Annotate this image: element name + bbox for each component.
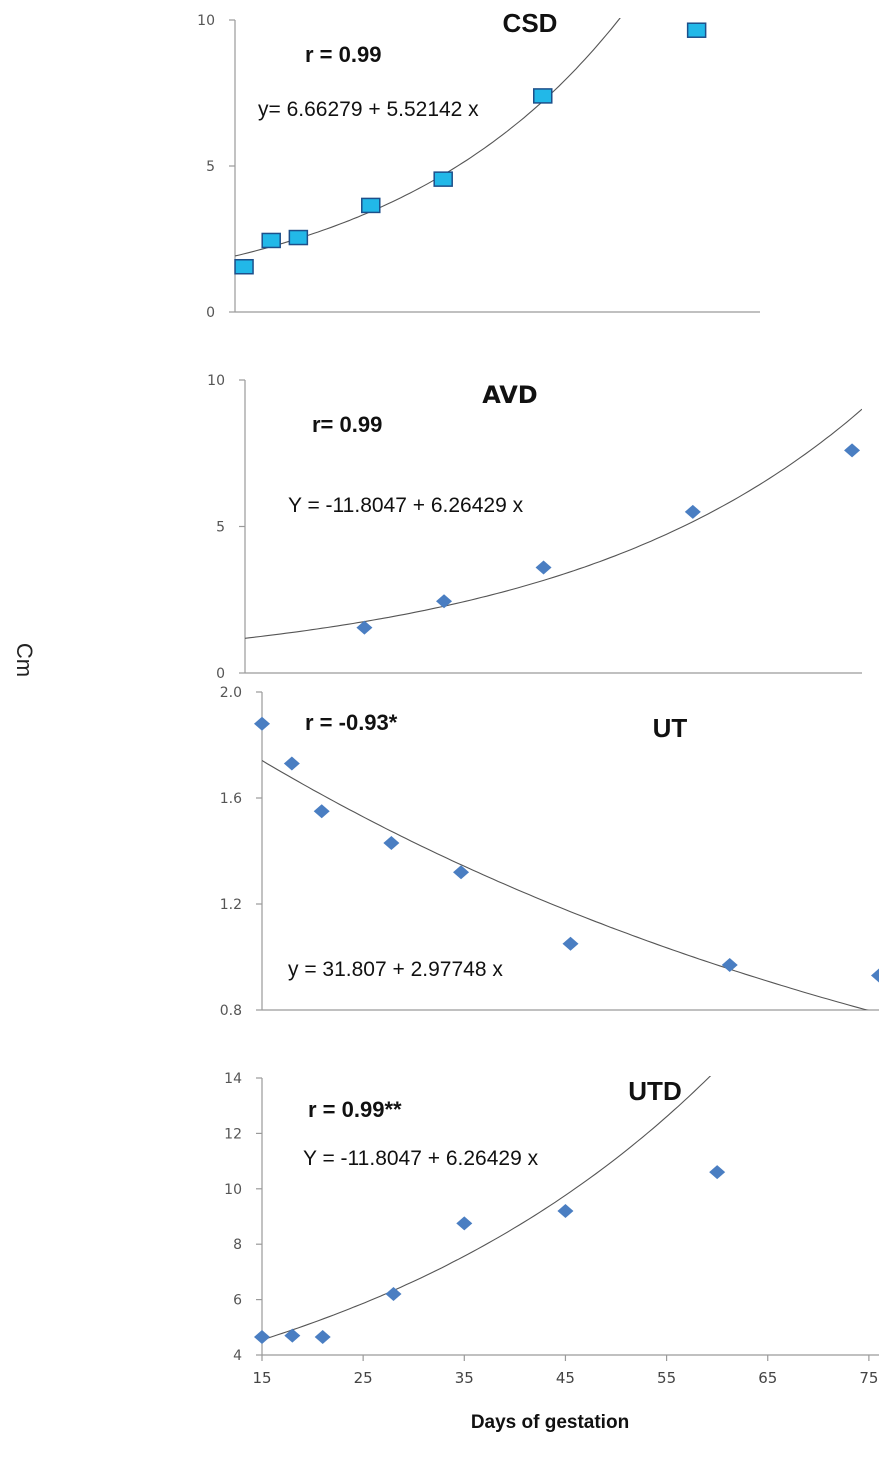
trend-line: [235, 18, 621, 257]
data-point: [356, 620, 373, 635]
y-tick-label: 5: [216, 520, 225, 536]
trend-line: [262, 760, 869, 1010]
y-tick-label: 10: [197, 13, 215, 29]
chart-csd: 0 5 10 CSD r = 0.99 y= 6.66279 + 5.52142 x: [197, 8, 760, 321]
data-point: [288, 229, 309, 246]
y-tick-label: 0: [216, 666, 225, 682]
data-point: [385, 1287, 402, 1302]
x-tick-label: 45: [556, 1369, 575, 1387]
equation-label: y= 6.66279 + 5.52142 x: [258, 98, 479, 121]
data-point: [254, 716, 270, 731]
data-point: [383, 836, 400, 851]
y-tick-label: 0: [206, 305, 215, 321]
y-tick-label: 8: [233, 1237, 242, 1253]
correlation-label: r = -0.93*: [305, 710, 398, 735]
y-tick-label: 4: [233, 1348, 242, 1364]
chart-avd: 0 5 10 AVD r= 0.99 Y = -11.8047 + 6.26429 x: [207, 373, 862, 682]
chart-ut: 0.8 1.2 1.6 2.0 UT r = -0.93* y = 31.807 + 2.9…: [220, 685, 879, 1019]
data-point: [456, 1216, 473, 1231]
data-point: [283, 756, 300, 771]
data-point: [557, 1203, 574, 1218]
x-tick-label: 75: [859, 1369, 878, 1387]
chart-title: UT: [653, 713, 688, 743]
y-tick-label: 0.8: [220, 1003, 242, 1019]
data-point: [254, 1329, 270, 1344]
y-tick-label: 10: [207, 373, 225, 389]
data-point: [709, 1165, 726, 1180]
data-point: [535, 560, 552, 575]
data-point: [844, 443, 861, 458]
y-tick-label: 5: [206, 159, 215, 175]
x-tick-label: 25: [354, 1369, 373, 1387]
data-point: [533, 88, 553, 104]
data-point: [234, 258, 254, 275]
y-tick-label: 12: [224, 1126, 242, 1142]
chart-title: UTD: [628, 1076, 681, 1106]
chart-utd: 4 6 8 10 12 14 15 25 35 45 55 65 75 UTD r = 0.99** Y = …: [224, 1071, 879, 1387]
x-tick-label: 35: [455, 1369, 474, 1387]
equation-label: Y = -11.8047 + 6.26429 x: [303, 1147, 539, 1170]
data-point: [284, 1328, 301, 1343]
trend-line: [245, 408, 862, 639]
y-tick-label: 14: [224, 1071, 242, 1087]
equation-label: Y = -11.8047 + 6.26429 x: [288, 494, 524, 517]
data-point: [686, 22, 707, 38]
data-point: [314, 1329, 331, 1344]
data-point: [261, 232, 281, 249]
data-point: [361, 197, 381, 214]
x-tick-label: 15: [252, 1369, 271, 1387]
data-point: [453, 865, 470, 880]
correlation-label: r = 0.99**: [308, 1097, 402, 1122]
global-y-axis-label: Cm: [12, 642, 37, 678]
x-tick-label: 55: [657, 1369, 676, 1387]
data-point: [871, 968, 879, 983]
data-point: [433, 171, 453, 187]
y-tick-label: 1.6: [220, 791, 242, 807]
data-point: [562, 936, 579, 951]
correlation-label: r= 0.99: [312, 412, 382, 437]
y-tick-label: 6: [233, 1293, 242, 1309]
chart-title: AVD: [482, 381, 537, 409]
data-point: [313, 804, 330, 819]
data-point: [721, 957, 738, 972]
y-tick-label: 1.2: [220, 897, 242, 913]
chart-title: CSD: [503, 8, 558, 38]
y-tick-label: 2.0: [220, 685, 242, 701]
data-point: [684, 504, 701, 519]
equation-label: y = 31.807 + 2.97748 x: [288, 958, 503, 981]
y-tick-label: 10: [224, 1182, 242, 1198]
x-tick-label: 65: [758, 1369, 777, 1387]
correlation-label: r = 0.99: [305, 42, 381, 67]
global-x-axis-label: Days of gestation: [470, 1412, 630, 1433]
trend-line: [262, 1076, 712, 1341]
data-point: [436, 594, 453, 609]
